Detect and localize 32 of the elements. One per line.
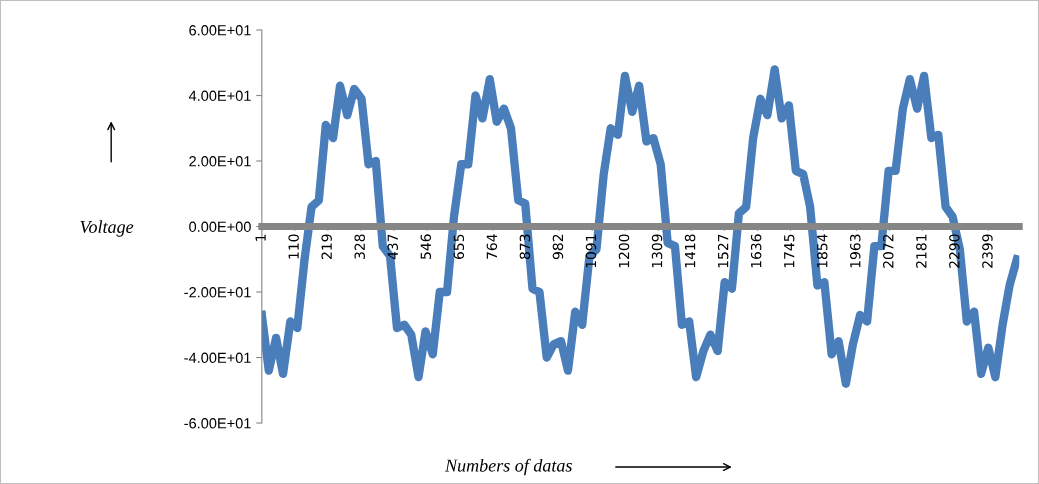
x-tick-label: 1418 [684,234,696,268]
x-axis-title: Numbers of datas [444,458,572,476]
x-tick-label: 2072 [883,234,894,268]
y-axis-title: Voltage [80,220,134,237]
y-tick-label: 2.00E+01 [189,156,251,167]
y-tick-label: -4.00E+01 [184,352,251,363]
x-tick-label: 328 [354,234,365,259]
x-tick-label: 873 [519,234,531,260]
y-tick-label: -2.00E+01 [184,287,251,298]
x-tick-label: 1091 [585,234,597,268]
x-tick-label: 655 [453,234,465,259]
y-tick-label: 0.00E+00 [189,221,251,232]
x-tick-label: 1309 [651,234,663,268]
x-tick-label: 219 [321,234,332,259]
x-tick-label: 437 [387,234,399,260]
y-tick-label: 4.00E+01 [188,90,251,101]
x-tick-label: 982 [552,234,564,260]
x-tick-label: 1 [255,234,266,241]
x-tick-label: 1854 [816,234,828,268]
x-tick-label: 1745 [784,234,795,268]
x-tick-label: 2399 [982,234,993,268]
x-tick-label: 1636 [750,234,762,268]
x-tick-label: 546 [420,234,432,259]
y-tick-label: 6.00E+01 [189,25,251,36]
x-tick-label: 1527 [717,234,729,268]
x-tick-label: 2181 [916,234,927,268]
x-tick-label: 1200 [618,234,630,268]
y-tick-label: -6.00E+01 [184,418,251,429]
x-tick-label: 1963 [850,234,861,268]
x-tick-label: 2290 [949,234,960,268]
x-tick-label: 764 [486,234,498,259]
x-tick-label: 110 [288,234,299,259]
